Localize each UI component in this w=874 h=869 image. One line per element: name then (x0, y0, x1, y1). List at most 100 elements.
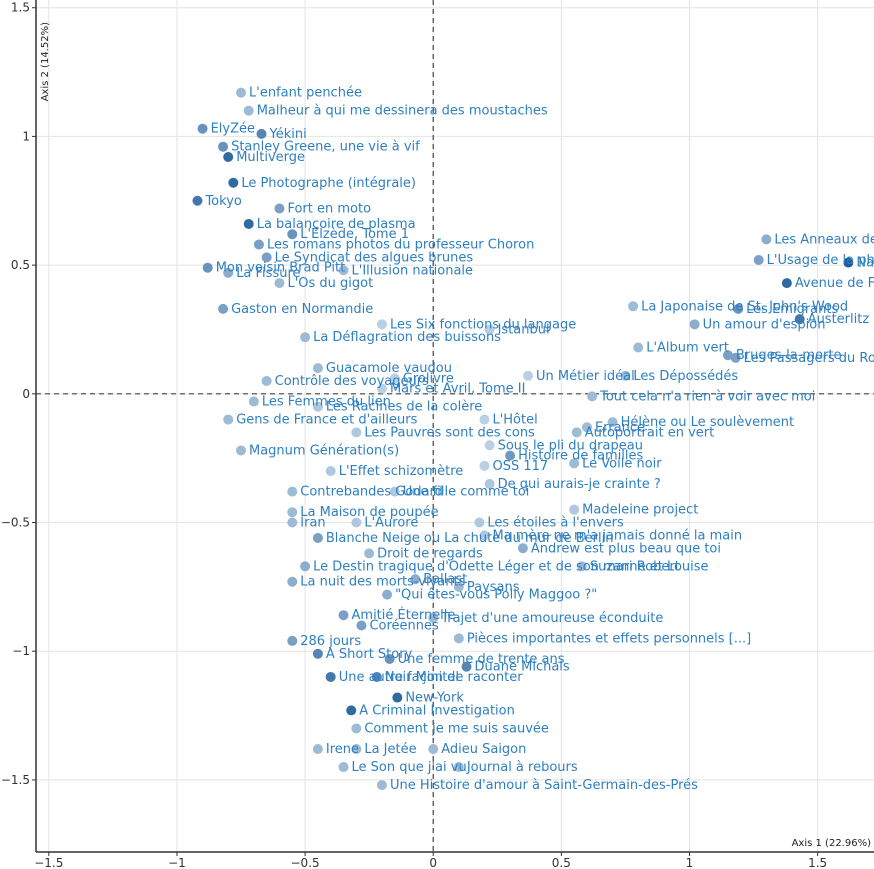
data-point (287, 517, 298, 528)
point-label: Contrôle des voyageurs (275, 374, 429, 389)
data-point (274, 278, 285, 289)
point-label: Mars et Avril, Tome II (390, 382, 525, 397)
y-tick-label: 0 (22, 387, 30, 401)
data-point (389, 373, 400, 384)
point-label: New-York (405, 691, 464, 706)
x-tick-label: 1.5 (808, 856, 827, 869)
point-label: Les Pauvres sont des cons (364, 425, 535, 440)
data-point (389, 486, 400, 497)
point-label: Yékini (269, 127, 307, 142)
data-point (218, 303, 229, 314)
data-point (351, 427, 362, 438)
x-tick-label: −1.5 (34, 856, 63, 869)
point-label: L'Aurore (364, 516, 418, 531)
data-point (371, 671, 382, 682)
point-label: 286 jours (300, 634, 361, 649)
data-point (453, 633, 464, 644)
point-label: Madeleine project (582, 503, 698, 518)
point-label: L'Effet schizomètre (339, 464, 464, 479)
point-label: La Japonaise de St. John's Wood (641, 299, 848, 314)
data-point (192, 195, 203, 206)
data-point (274, 203, 285, 214)
point-label: Comment je me suis sauvée (364, 721, 549, 736)
point-label: De qui aurais-je crainte ? (498, 477, 661, 492)
data-point (484, 440, 495, 451)
point-label: La Maison de poupée (300, 505, 438, 520)
point-label: Le Son que j'ai vu (352, 760, 467, 775)
point-label: Andrew est plus beau que toi (531, 541, 721, 556)
tick-labels: −1.5 −1 −0.5 0 0.5 1 1.5 −1.5 −1 −0.5 0 0.5 1 1.5 (1, 1, 827, 869)
point-label: Gaston en Normandie (231, 302, 373, 317)
point-label: Le Syndicat des algues brunes (275, 250, 474, 265)
point-label: La balançoire de plasma (257, 217, 416, 232)
data-point (571, 427, 582, 438)
point-label: Le Voile noir (582, 456, 662, 471)
data-point (428, 744, 439, 755)
data-point (256, 128, 267, 139)
data-point (351, 517, 362, 528)
data-point (236, 445, 247, 456)
data-point (312, 363, 323, 374)
point-label: Bruges-la-morte (736, 348, 842, 363)
point-label: Austerlitz (808, 312, 870, 327)
point-label: Les Racines de la colère (326, 400, 482, 415)
data-point (236, 87, 247, 98)
data-point (287, 576, 298, 587)
data-point (479, 530, 490, 541)
point-label: Iran (300, 516, 325, 531)
data-point (364, 548, 375, 559)
point-label: Histoire de familles (518, 449, 643, 464)
data-point (223, 414, 234, 425)
points-layer (192, 87, 854, 791)
point-label: Les Dépossédés (633, 369, 738, 384)
data-point (346, 705, 357, 716)
data-point (338, 265, 349, 276)
point-label: L'Hôtel (492, 413, 537, 428)
point-label: La Déflagration des buissons (313, 330, 501, 345)
point-label: Les romans photos du professeur Choron (267, 238, 534, 253)
point-label: Contrebandes Godard (300, 485, 443, 500)
point-label: Les Anneaux de Saturne (774, 232, 874, 247)
data-point (569, 458, 580, 469)
point-label: Guacamole vaudou (326, 361, 452, 376)
point-label: La nuit des morts-vivants (300, 575, 465, 590)
data-point (218, 141, 229, 152)
data-point (300, 332, 311, 343)
point-label: Gens de France et d'ailleurs (236, 413, 417, 428)
x-tick-label: 1 (686, 856, 694, 869)
point-label: Le Destin tragique d'Odette Léger et de … (313, 559, 680, 574)
data-point (581, 422, 592, 433)
y-tick-label: −1.5 (1, 773, 30, 787)
data-point (633, 342, 644, 353)
point-label: Magnum Génération(s) (249, 443, 399, 458)
data-point (325, 671, 336, 682)
point-label: Pièces importantes et effets personnels … (467, 631, 751, 646)
point-label: L'Elzède, Tome 1 (300, 227, 409, 242)
point-label: Amitié Éternelle (352, 607, 456, 623)
data-point (781, 278, 792, 289)
data-point (338, 762, 349, 773)
point-label: Les étoiles à l'envers (487, 516, 624, 531)
point-label: Mon voisin Brad Pitt (216, 261, 346, 276)
data-point (461, 661, 472, 672)
data-point (474, 517, 485, 528)
data-point (197, 123, 208, 134)
point-label: Tout cela n'a rien à voir avec moi (599, 389, 815, 404)
point-label: Trajet d'une amoureuse éconduite (440, 611, 663, 626)
data-point (453, 581, 464, 592)
data-point (479, 460, 490, 471)
point-label: L'Illusion nationale (352, 263, 474, 278)
data-point (287, 635, 298, 646)
data-point (248, 396, 259, 407)
data-point (351, 744, 362, 755)
point-label: Hélène ou Le soulèvement (621, 415, 795, 430)
reference-lines (36, 0, 874, 852)
point-label: Istanbul (498, 322, 550, 337)
x-tick-label: 0.5 (552, 856, 571, 869)
point-label: Irene (326, 742, 359, 757)
data-point (722, 350, 733, 361)
point-label: Droit de regards (377, 546, 483, 561)
y-axis-title: Axis 2 (14.52%) (40, 22, 51, 101)
data-point (351, 723, 362, 734)
